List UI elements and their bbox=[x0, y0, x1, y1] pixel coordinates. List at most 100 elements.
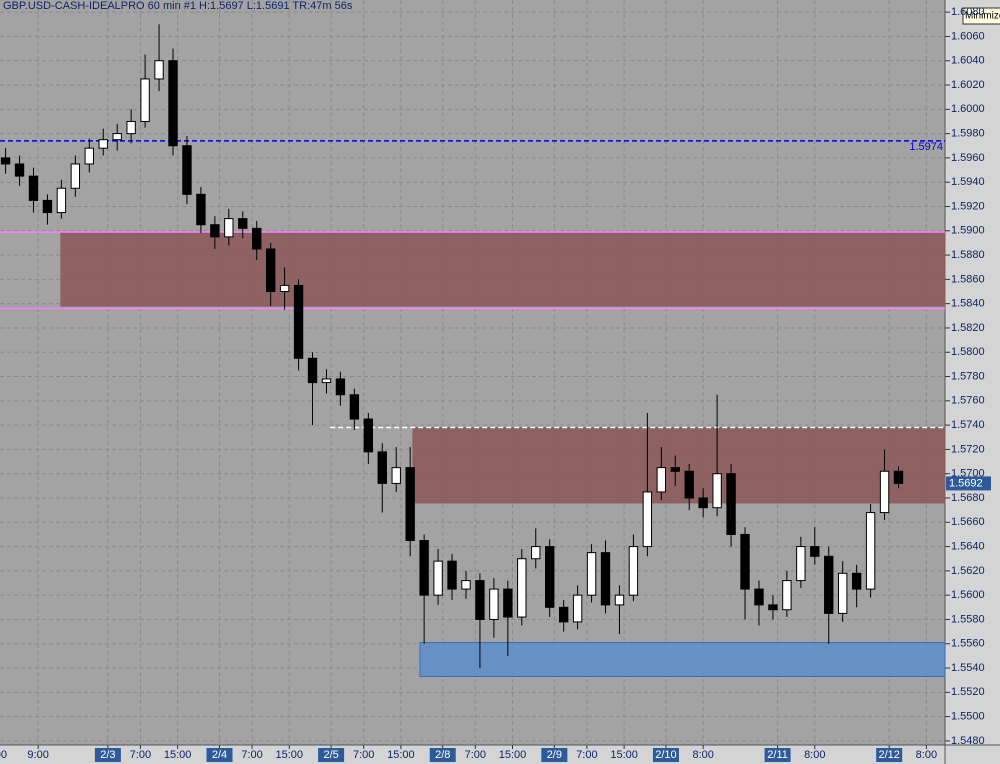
y-tick-label: 1.5500 bbox=[951, 711, 985, 723]
candle-body bbox=[893, 470, 904, 484]
candle-body bbox=[517, 558, 527, 618]
candle-body bbox=[182, 145, 192, 195]
x-tick-label: 2/4 bbox=[212, 749, 227, 761]
candle-body bbox=[210, 224, 220, 238]
candle-body bbox=[126, 120, 136, 135]
candle-body bbox=[572, 594, 583, 623]
candle-body bbox=[14, 163, 25, 177]
y-tick-label: 1.6080 bbox=[951, 6, 985, 18]
y-tick-label: 1.5680 bbox=[951, 492, 985, 504]
candle-body bbox=[642, 491, 653, 548]
candle-body bbox=[865, 512, 876, 590]
candle-body bbox=[377, 451, 387, 484]
candle-body bbox=[879, 470, 890, 514]
candle-body bbox=[768, 604, 778, 611]
y-tick-label: 1.5800 bbox=[951, 346, 985, 358]
plot-area bbox=[0, 0, 945, 745]
x-tick-label: 7:00 bbox=[465, 749, 486, 761]
candle-body bbox=[321, 378, 332, 384]
candle-body bbox=[419, 540, 429, 596]
y-tick-label: 1.5880 bbox=[951, 249, 985, 261]
x-tick-label: 15:00 bbox=[164, 749, 192, 761]
candle-body bbox=[782, 580, 792, 611]
x-tick-label: 7:00 bbox=[576, 749, 597, 761]
y-tick-label: 1.6060 bbox=[951, 30, 985, 42]
candle-body bbox=[112, 133, 122, 141]
chart-title: GBP.USD-CASH-IDEALPRO 60 min #1 H:1.5697… bbox=[3, 0, 353, 12]
candle-body bbox=[56, 187, 67, 214]
candle-body bbox=[154, 60, 164, 80]
candle-body bbox=[489, 588, 499, 620]
candle-body bbox=[558, 606, 569, 623]
candle-body bbox=[238, 218, 248, 229]
candle-body bbox=[838, 572, 848, 614]
y-tick-label: 1.5480 bbox=[951, 735, 985, 747]
candle-body bbox=[279, 284, 290, 293]
date-label-box bbox=[94, 748, 121, 762]
candle-body bbox=[712, 473, 722, 509]
x-tick-label: 7:00 bbox=[241, 749, 262, 761]
candle-body bbox=[628, 546, 639, 596]
x-tick-label: 2/11 bbox=[767, 749, 788, 761]
y-tick-label: 1.6040 bbox=[951, 55, 985, 67]
y-tick-label: 1.5740 bbox=[951, 419, 985, 431]
x-tick-label: 8:00 bbox=[804, 749, 825, 761]
last-price-label: 1.5692 bbox=[949, 477, 983, 489]
date-label-box bbox=[206, 748, 233, 762]
candle-body bbox=[98, 139, 108, 149]
candle-body bbox=[614, 594, 625, 606]
candle-body bbox=[70, 163, 81, 189]
candle-body bbox=[475, 580, 485, 620]
candle-body bbox=[545, 546, 555, 608]
x-tick-label: 2/8 bbox=[435, 749, 450, 761]
candle-body bbox=[433, 560, 443, 596]
date-label-box bbox=[541, 748, 568, 762]
y-tick-label: 1.5920 bbox=[951, 200, 985, 212]
candle-body bbox=[447, 560, 457, 590]
candle-body bbox=[363, 418, 374, 453]
y-tick-label: 1.5900 bbox=[951, 225, 985, 237]
x-tick-label: 15:00 bbox=[499, 749, 527, 761]
last-price-box bbox=[946, 476, 991, 491]
y-tick-label: 1.5840 bbox=[951, 298, 985, 310]
candle-body bbox=[656, 467, 666, 493]
candle-body bbox=[754, 588, 764, 606]
x-tick-label: 7:00 bbox=[353, 749, 374, 761]
candle-body bbox=[740, 533, 750, 590]
layers: 1.5974 bbox=[0, 0, 946, 745]
candle-body bbox=[405, 467, 415, 542]
candle-body bbox=[851, 572, 862, 590]
candle-body bbox=[531, 546, 541, 560]
date-label-box bbox=[652, 748, 679, 762]
candle-body bbox=[670, 467, 680, 472]
date-label-box bbox=[876, 748, 903, 762]
line-label: 1.5974 bbox=[909, 141, 943, 153]
candle-body bbox=[196, 193, 206, 226]
x-tick-label: 8:00 bbox=[916, 749, 937, 761]
candle-body bbox=[698, 497, 708, 509]
date-label-box bbox=[318, 748, 345, 762]
x-tick-label: 0:00 bbox=[0, 749, 7, 761]
candle-body bbox=[600, 552, 611, 606]
x-tick-label: 8:00 bbox=[692, 749, 713, 761]
candle-body bbox=[168, 60, 178, 147]
candle-body bbox=[224, 218, 234, 238]
y-tick-label: 1.5940 bbox=[951, 176, 985, 188]
y-tick-label: 1.5620 bbox=[951, 565, 985, 577]
y-tick-label: 1.5560 bbox=[951, 638, 985, 650]
candle-body bbox=[28, 175, 39, 201]
y-tick-label: 1.5520 bbox=[951, 686, 985, 698]
tooltip: Minimize bbox=[965, 11, 1000, 22]
y-tick-label: 1.5720 bbox=[951, 443, 985, 455]
candle-body bbox=[84, 147, 94, 165]
candle-body bbox=[684, 470, 694, 499]
x-tick-label: 2/12 bbox=[878, 749, 899, 761]
x-tick-label: 9:00 bbox=[27, 749, 48, 761]
price-zone bbox=[412, 427, 946, 504]
date-label-box bbox=[429, 748, 456, 762]
x-axis-panel bbox=[0, 745, 1000, 764]
candle-body bbox=[796, 546, 806, 582]
candle-body bbox=[726, 473, 736, 535]
candle-body bbox=[293, 284, 304, 359]
y-axis-panel bbox=[945, 0, 1000, 764]
